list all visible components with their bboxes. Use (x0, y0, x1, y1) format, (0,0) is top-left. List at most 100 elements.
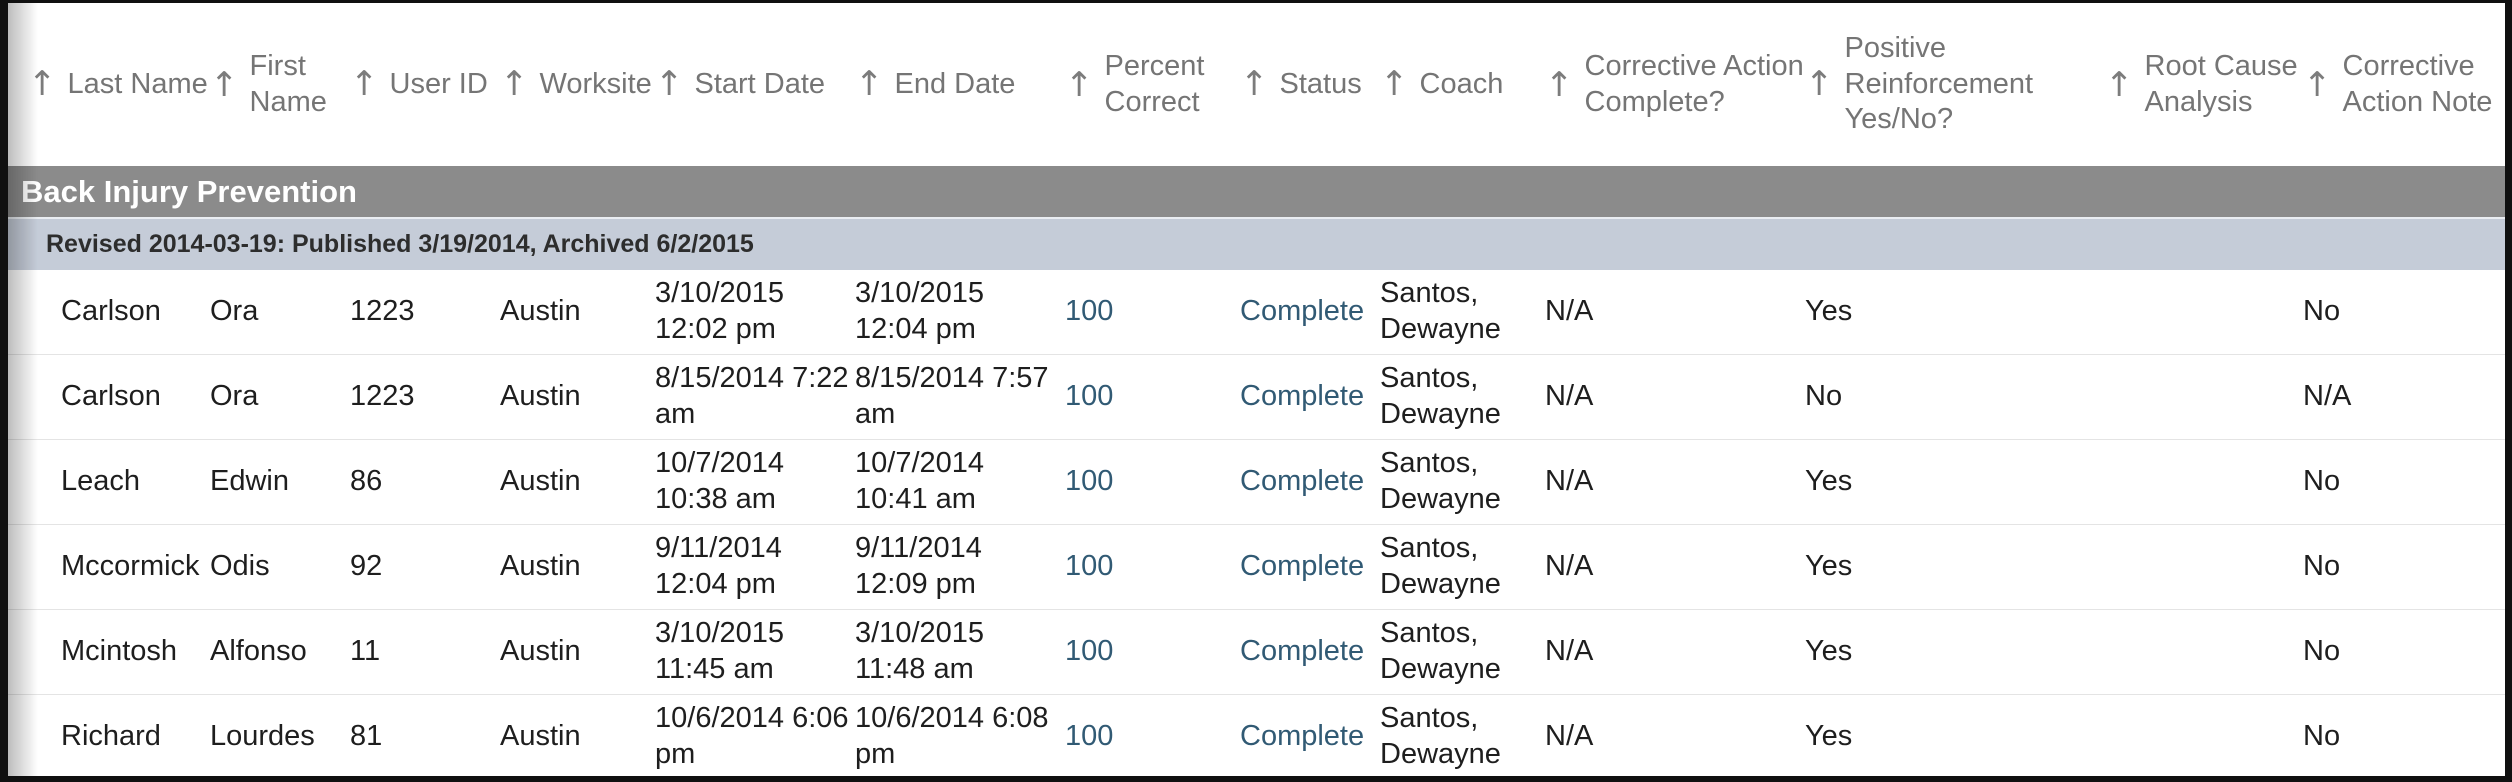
cell-user_id: 1223 (350, 295, 415, 328)
cell-last_name: Mccormick (61, 550, 200, 583)
sort-ascending-icon: ↑ (210, 64, 239, 105)
table-body: Carlson Ora 1223 Austin 3/10/2015 12:02 pm 3/… (8, 270, 2505, 776)
table-row: Leach Edwin 86 Austin 10/7/2014 10:38 am 10/7… (8, 440, 2505, 525)
percent_correct-link[interactable]: 100 (1065, 465, 1114, 498)
cell-worksite: Austin (500, 720, 581, 753)
percent_correct-link[interactable]: 100 (1065, 550, 1114, 583)
header-label-status: Status (1279, 67, 1362, 100)
header-cell-corrective_action_complete[interactable]: ↑ Corrective Action Complete? (1533, 49, 1804, 121)
cell-percent_correct: 100 (1053, 379, 1228, 415)
cell-corrective_action_note: No (2303, 720, 2341, 753)
percent_correct-link[interactable]: 100 (1065, 295, 1114, 328)
cell-start_date: 3/10/2015 12:02 pm (655, 277, 785, 345)
header-label-coach: Coach (1419, 67, 1504, 100)
header-cell-corrective_action_note[interactable]: ↑ Corrective Action Note (2291, 49, 2505, 121)
status-link[interactable]: Complete (1240, 295, 1365, 328)
header-cell-root_cause_analysis[interactable]: ↑ Root Cause Analysis (2093, 49, 2298, 121)
header-cell-coach[interactable]: ↑ Coach (1368, 67, 1533, 103)
header-cell-positive_reinforcement[interactable]: ↑ Positive Reinforcement Yes/No? (1793, 31, 2093, 139)
status-link[interactable]: Complete (1240, 635, 1365, 668)
cell-status: Complete (1228, 549, 1368, 585)
cell-worksite: Austin (500, 465, 581, 498)
cell-end_date: 3/10/2015 11:48 am (855, 617, 985, 685)
cell-corrective_action_complete: N/A (1545, 380, 1594, 413)
header-cell-first_name[interactable]: ↑ First Name (198, 49, 338, 121)
cell-last_name: Carlson (61, 380, 161, 413)
sort-ascending-icon: ↑ (855, 64, 884, 105)
cell-coach: Santos, Dewayne (1380, 447, 1501, 515)
cell-coach: Santos, Dewayne (1380, 702, 1501, 770)
cell-last_name: Mcintosh (61, 635, 178, 668)
cell-user_id: 81 (350, 720, 383, 753)
cell-percent_correct: 100 (1053, 549, 1228, 585)
sort-ascending-icon: ↑ (1380, 64, 1409, 105)
cell-start_date: 9/11/2014 12:04 pm (655, 532, 782, 600)
header-cell-start_date[interactable]: ↑ Start Date (643, 67, 843, 103)
cell-first_name: Ora (210, 380, 259, 413)
status-link[interactable]: Complete (1240, 720, 1365, 753)
percent_correct-link[interactable]: 100 (1065, 635, 1114, 668)
cell-worksite: Austin (500, 380, 581, 413)
cell-worksite: Austin (500, 295, 581, 328)
table-row: Mcintosh Alfonso 11 Austin 3/10/2015 11:45 a… (8, 610, 2505, 695)
cell-end_date: 8/15/2014 7:57 am (855, 362, 1049, 430)
header-cell-percent_correct[interactable]: ↑ Percent Correct (1053, 49, 1228, 121)
cell-last_name: Carlson (61, 295, 161, 328)
cell-corrective_action_complete: N/A (1545, 295, 1594, 328)
cell-coach: Santos, Dewayne (1380, 362, 1501, 430)
header-cell-worksite[interactable]: ↑ Worksite (488, 64, 652, 105)
cell-corrective_action_complete: N/A (1545, 465, 1594, 498)
cell-corrective_action_note: No (2303, 635, 2341, 668)
header-label-start_date: Start Date (694, 67, 826, 100)
status-link[interactable]: Complete (1240, 465, 1365, 498)
cell-corrective_action_complete: N/A (1545, 635, 1594, 668)
header-label-corrective_action_note: Corrective Action Note (2342, 49, 2493, 118)
cell-percent_correct: 100 (1053, 634, 1228, 670)
cell-positive_reinforcement: Yes (1805, 550, 1853, 583)
cell-coach: Santos, Dewayne (1380, 617, 1501, 685)
cell-user_id: 86 (350, 465, 383, 498)
cell-last_name: Leach (61, 465, 141, 498)
cell-end_date: 3/10/2015 12:04 pm (855, 277, 985, 345)
header-label-root_cause_analysis: Root Cause Analysis (2144, 49, 2298, 118)
header-cell-status[interactable]: ↑ Status (1228, 67, 1368, 103)
cell-first_name: Edwin (210, 465, 289, 498)
cell-positive_reinforcement: Yes (1805, 465, 1853, 498)
cell-status: Complete (1228, 719, 1368, 755)
header-label-percent_correct: Percent Correct (1104, 49, 1205, 118)
group-header: Back Injury Prevention (8, 166, 2505, 217)
header-cell-user_id[interactable]: ↑ User ID (338, 67, 488, 103)
cell-percent_correct: 100 (1053, 464, 1228, 500)
sort-ascending-icon: ↑ (2303, 64, 2332, 105)
header-cell-last_name[interactable]: ↑ Last Name (8, 67, 208, 103)
cell-end_date: 10/7/2014 10:41 am (855, 447, 985, 515)
cell-user_id: 92 (350, 550, 383, 583)
cell-corrective_action_complete: N/A (1545, 720, 1594, 753)
percent_correct-link[interactable]: 100 (1065, 720, 1114, 753)
status-link[interactable]: Complete (1240, 380, 1365, 413)
header-label-worksite: Worksite (539, 67, 652, 100)
sort-ascending-icon: ↑ (500, 64, 529, 105)
table-row: Carlson Ora 1223 Austin 8/15/2014 7:22 am 8/1… (8, 355, 2505, 440)
cell-first_name: Lourdes (210, 720, 315, 753)
cell-percent_correct: 100 (1053, 294, 1228, 330)
sort-ascending-icon: ↑ (1805, 64, 1834, 105)
cell-worksite: Austin (500, 550, 581, 583)
cell-status: Complete (1228, 379, 1368, 415)
sort-ascending-icon: ↑ (655, 64, 684, 105)
cell-user_id: 11 (350, 635, 381, 668)
status-link[interactable]: Complete (1240, 550, 1365, 583)
group-title: Back Injury Prevention (21, 173, 357, 209)
table-header: ↑ Last Name ↑ First Name ↑ User ID ↑ Worksite ↑ S… (8, 3, 2505, 166)
sort-ascending-icon: ↑ (2105, 64, 2134, 105)
header-label-positive_reinforcement: Positive Reinforcement Yes/No? (1844, 31, 2034, 136)
cell-start_date: 3/10/2015 11:45 am (655, 617, 785, 685)
header-label-corrective_action_complete: Corrective Action Complete? (1584, 49, 1804, 118)
cell-corrective_action_note: No (2303, 465, 2341, 498)
percent_correct-link[interactable]: 100 (1065, 380, 1114, 413)
header-label-first_name: First Name (249, 49, 327, 118)
header-cell-end_date[interactable]: ↑ End Date (843, 67, 1053, 103)
cell-positive_reinforcement: No (1805, 380, 1843, 413)
cell-corrective_action_note: No (2303, 550, 2341, 583)
